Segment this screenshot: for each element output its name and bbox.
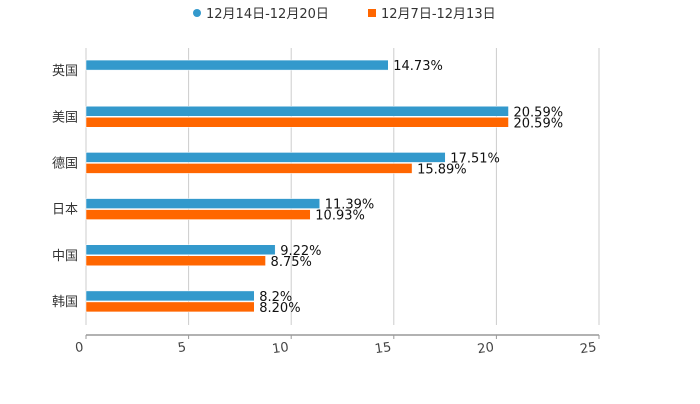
x-tick-label: 25	[579, 340, 597, 357]
x-tick-label: 10	[271, 340, 289, 357]
category-label: 韩国	[52, 295, 78, 310]
data-label: 20.59%	[514, 105, 564, 120]
bar-week-dec14	[85, 290, 255, 302]
data-label: 8.75%	[271, 255, 312, 270]
x-tick-label: 15	[374, 340, 392, 357]
legend-marker-1	[368, 9, 376, 17]
bar-week-dec7	[85, 301, 255, 313]
bars: 14.73% 20.59%20.59% 17.51%15.89% 11.39%10.9…	[85, 59, 564, 316]
x-tick-label: 5	[177, 340, 187, 356]
bar-week-dec14	[85, 59, 389, 71]
data-label: 9.22%	[280, 244, 321, 259]
legend-marker-0	[193, 9, 201, 17]
data-label: 11.39%	[325, 198, 375, 213]
data-label: 14.73%	[393, 59, 443, 74]
bar-week-dec7	[85, 209, 311, 220]
category-label: 英国	[52, 64, 78, 79]
bar-week-dec14	[85, 152, 446, 163]
bar-week-dec14	[85, 106, 509, 117]
bar-week-dec7	[85, 163, 413, 174]
data-label: 8.20%	[259, 301, 300, 316]
data-label: 17.51%	[450, 151, 500, 166]
category-label: 美国	[52, 110, 78, 125]
category-label: 日本	[52, 203, 78, 218]
legend-label-1: 12月7日-12月13日	[381, 7, 496, 22]
legend-label-0: 12月14日-12月20日	[206, 7, 329, 22]
x-tick-label: 0	[74, 340, 84, 356]
data-label: 10.93%	[315, 209, 365, 224]
data-label: 15.89%	[417, 162, 467, 177]
category-label: 德国	[52, 156, 78, 171]
data-label: 8.2%	[259, 290, 292, 305]
data-label: 20.59%	[514, 116, 564, 131]
bar-week-dec14	[85, 198, 320, 209]
x-axis: 0 5 10 15 20 25	[74, 334, 600, 357]
x-tick-label: 20	[476, 340, 494, 357]
gridlines	[85, 48, 600, 325]
category-label: 中国	[52, 249, 78, 264]
bar-week-dec7	[85, 255, 266, 266]
legend: 12月14日-12月20日 12月7日-12月13日	[193, 7, 496, 22]
bar-week-dec7	[85, 117, 509, 128]
bar-week-dec14	[85, 244, 276, 255]
